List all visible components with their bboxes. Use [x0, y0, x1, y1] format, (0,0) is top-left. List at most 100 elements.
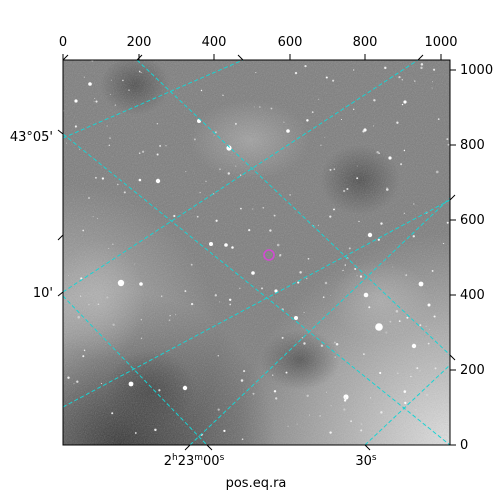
- star: [114, 104, 117, 106]
- star: [342, 269, 344, 272]
- star: [80, 295, 82, 297]
- star: [425, 393, 429, 397]
- star: [190, 263, 193, 266]
- tick-mark: [136, 54, 143, 61]
- star: [88, 197, 90, 199]
- coordinate-grid: [63, 60, 450, 445]
- star: [234, 122, 237, 125]
- star: [223, 429, 226, 433]
- right-tick-label: 200: [460, 363, 485, 378]
- star: [156, 153, 159, 156]
- star: [416, 367, 419, 370]
- star: [442, 242, 445, 245]
- star: [185, 171, 187, 173]
- star: [205, 180, 207, 183]
- star: [141, 150, 145, 153]
- star: [82, 355, 85, 358]
- grid-line: [63, 133, 450, 445]
- star: [229, 303, 232, 306]
- star: [273, 390, 277, 393]
- star: [380, 222, 383, 225]
- star: [404, 401, 407, 405]
- star: [324, 281, 328, 285]
- star: [311, 111, 314, 113]
- star: [95, 100, 98, 103]
- star: [74, 125, 77, 128]
- star: [97, 303, 100, 305]
- star: [325, 76, 328, 79]
- star: [235, 165, 237, 167]
- star: [156, 122, 159, 125]
- star: [306, 119, 309, 122]
- star: [306, 394, 309, 398]
- star: [128, 89, 130, 91]
- star: [173, 214, 176, 218]
- star: [94, 176, 97, 179]
- star: [373, 99, 376, 102]
- grid-line: [63, 199, 450, 408]
- x-axis-label: pos.eq.ra: [226, 476, 287, 491]
- star: [96, 218, 98, 220]
- tick-mark: [417, 54, 424, 61]
- star: [431, 87, 433, 89]
- star: [343, 399, 347, 402]
- star: [299, 271, 302, 274]
- star: [252, 392, 255, 395]
- star: [329, 431, 332, 434]
- star: [279, 254, 282, 257]
- star: [431, 269, 434, 272]
- star: [83, 349, 86, 352]
- star: [406, 316, 409, 319]
- star: [396, 121, 399, 124]
- star: [240, 379, 244, 382]
- right-tick-label: 1000: [460, 63, 493, 78]
- star: [357, 165, 359, 167]
- star: [140, 71, 142, 74]
- star: [348, 247, 351, 250]
- top-pixel-axis: 0 200 400 600 800 1000: [59, 35, 458, 50]
- tick-mark: [62, 54, 69, 61]
- star: [155, 178, 161, 184]
- star: [286, 129, 290, 133]
- star: [398, 320, 401, 322]
- star: [199, 192, 201, 194]
- star: [259, 106, 261, 108]
- tick-mark: [57, 234, 64, 241]
- star: [241, 438, 244, 441]
- star: [169, 315, 171, 317]
- star: [100, 382, 103, 385]
- star: [219, 168, 221, 170]
- star: [433, 68, 436, 71]
- star: [74, 99, 78, 103]
- right-tick-label: 400: [460, 288, 485, 303]
- star: [213, 134, 215, 136]
- star: [88, 82, 92, 86]
- star: [283, 121, 285, 123]
- star: [271, 374, 274, 376]
- star: [196, 215, 199, 218]
- star: [343, 408, 346, 411]
- star: [228, 298, 232, 302]
- star: [437, 118, 440, 120]
- top-tick-label: 1000: [424, 35, 457, 50]
- star: [138, 178, 142, 182]
- right-tick-label: 600: [460, 213, 485, 228]
- star: [123, 191, 126, 194]
- star: [375, 323, 383, 331]
- right-tick-label: 0: [460, 438, 468, 453]
- star: [134, 263, 136, 265]
- star: [294, 316, 298, 320]
- star: [66, 142, 67, 144]
- tick-mark: [364, 444, 371, 451]
- star: [109, 137, 111, 139]
- star: [182, 385, 188, 391]
- star: [94, 97, 96, 99]
- grid-line: [136, 60, 450, 356]
- star: [227, 172, 231, 175]
- star: [281, 336, 284, 339]
- star: [350, 420, 353, 423]
- star: [359, 275, 363, 278]
- star: [415, 408, 417, 411]
- tick-mark: [237, 54, 244, 61]
